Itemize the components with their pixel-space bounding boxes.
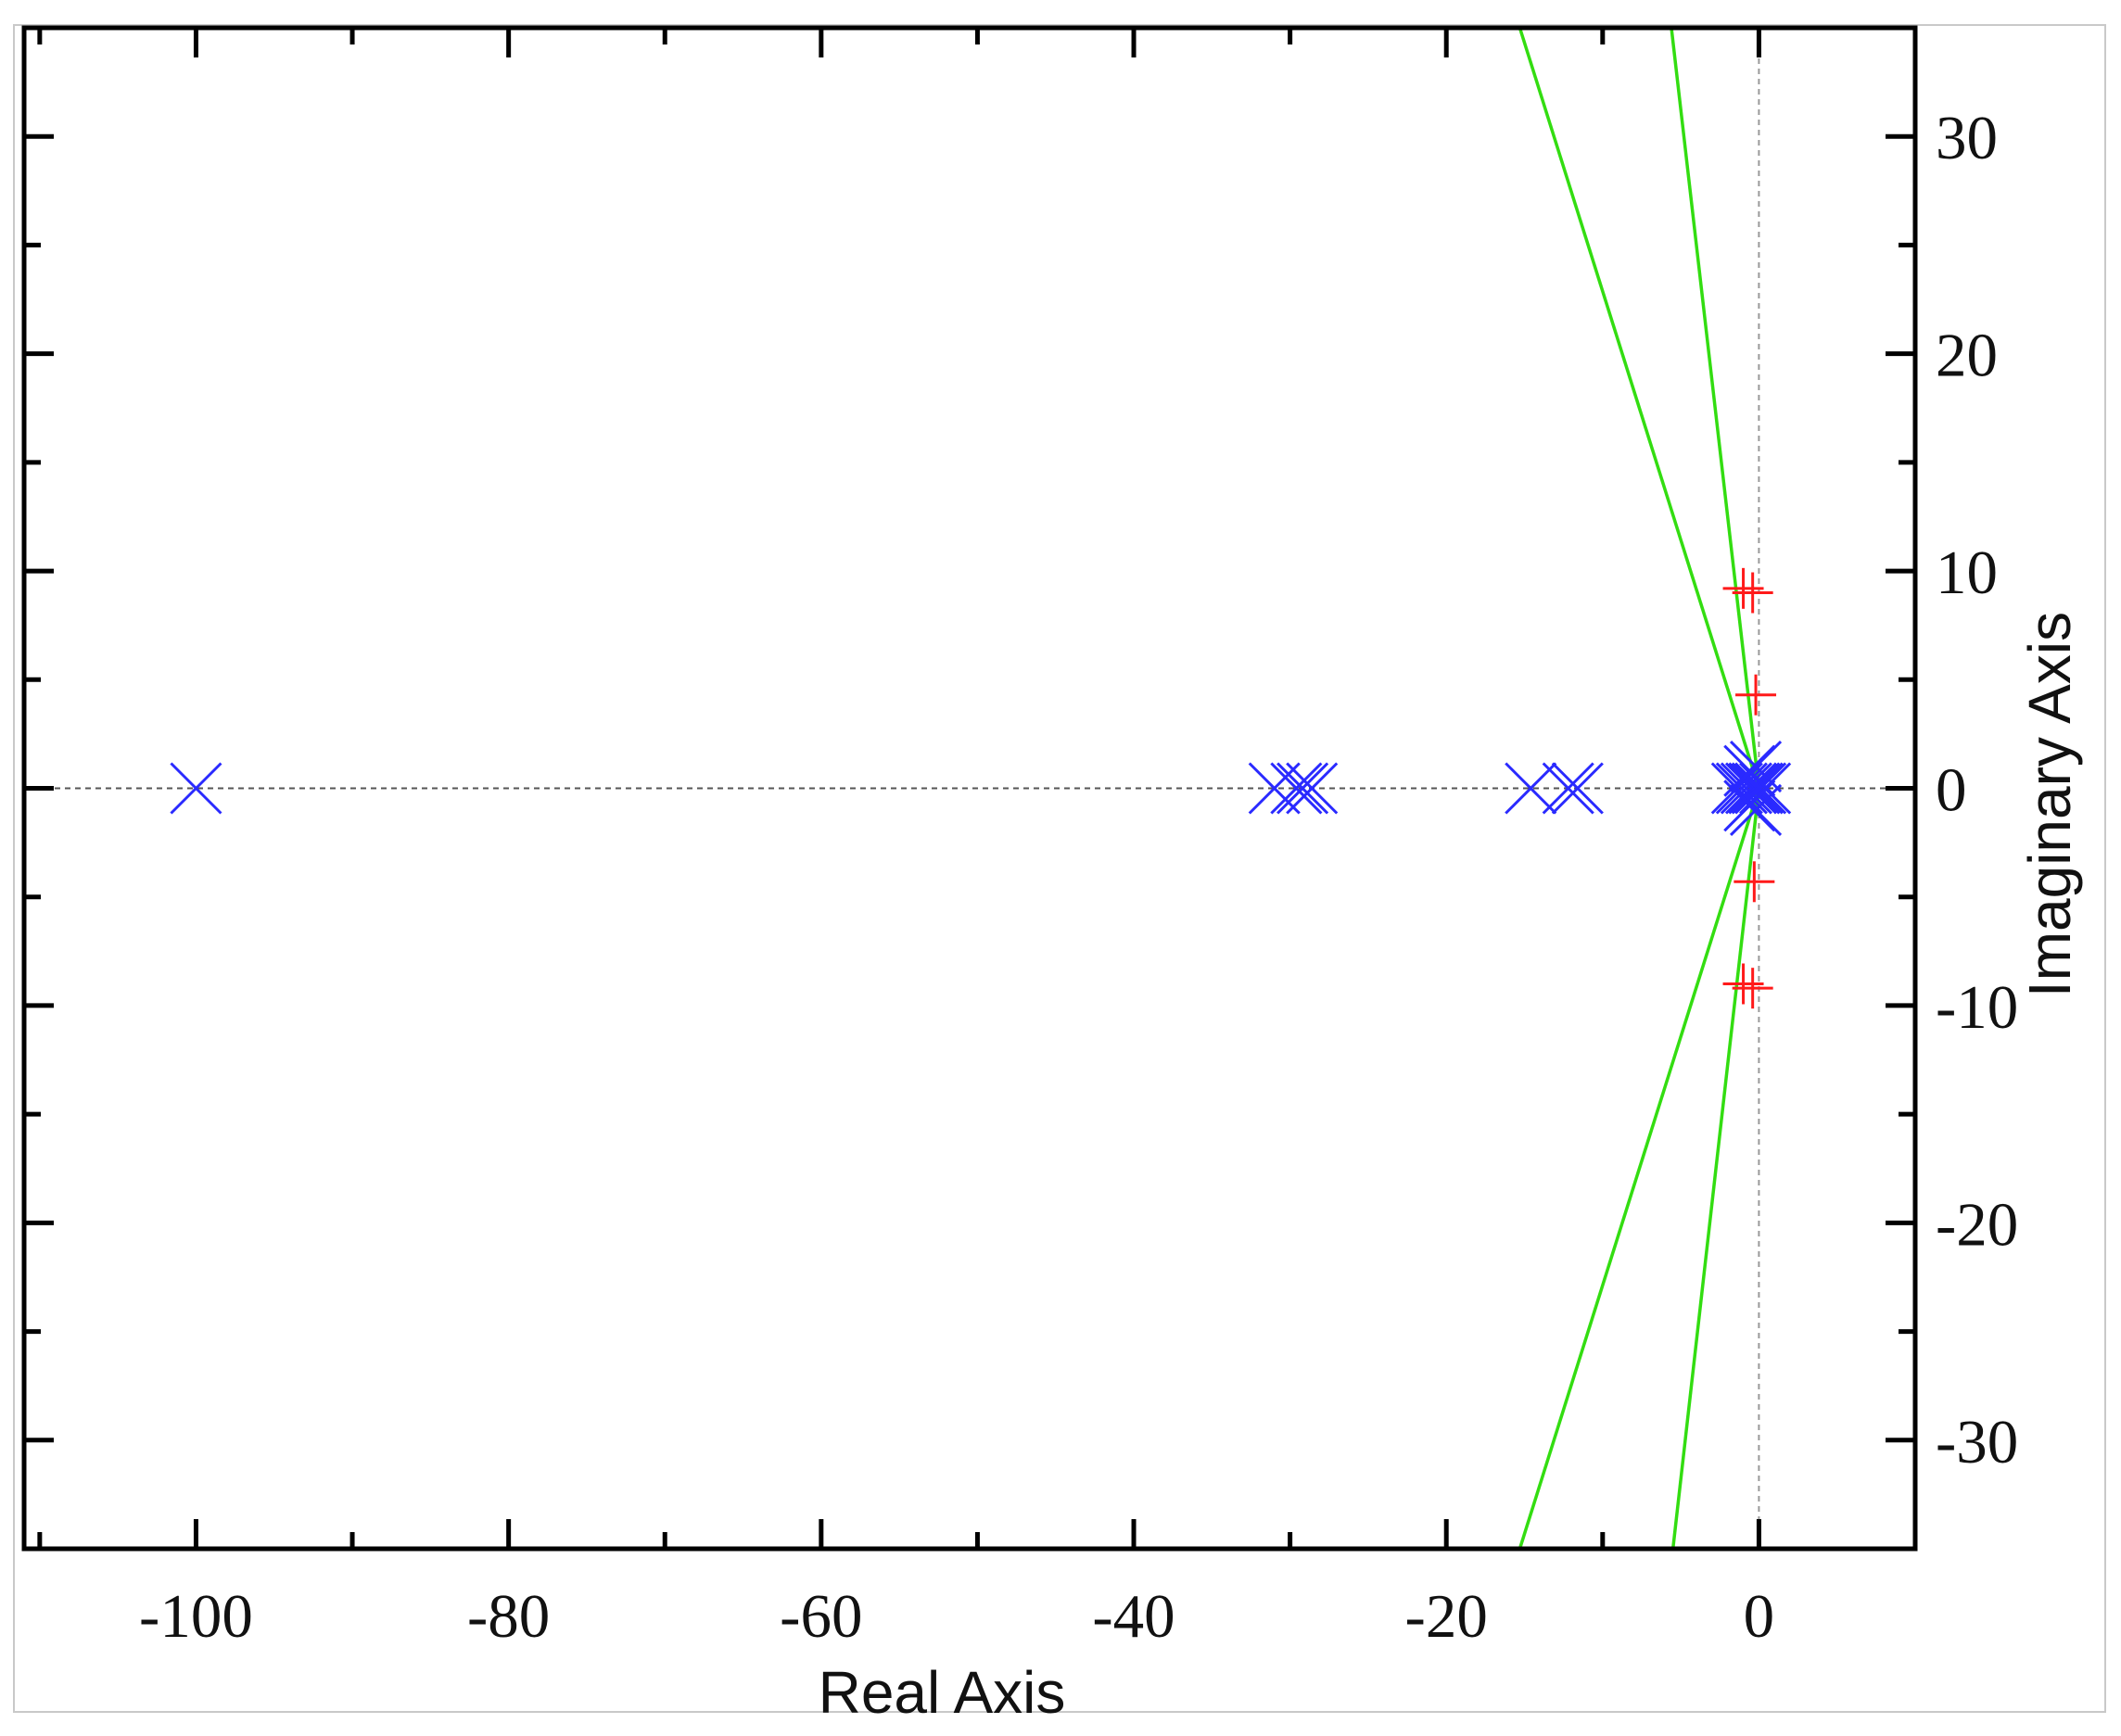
pole-marker [1731, 762, 1784, 815]
locus-line [1670, 788, 1761, 1550]
pole-marker [1710, 762, 1763, 815]
x-tick-label: -100 [139, 1582, 253, 1651]
locus-line [1518, 787, 1761, 1550]
y-tick-label: 10 [1936, 539, 1998, 607]
pole-zero-markers [170, 567, 1792, 1009]
x-tick-label: -40 [1092, 1582, 1175, 1651]
pole-marker [1715, 762, 1768, 815]
zero-marker [1732, 968, 1773, 1009]
y-tick-label: 20 [1936, 322, 1998, 390]
pole-marker [1734, 762, 1787, 815]
locus-line [1670, 27, 1761, 789]
zero-marker [1735, 674, 1777, 716]
x-tick-label: -80 [467, 1582, 550, 1651]
pole-marker [1551, 762, 1604, 815]
y-tick-label: 30 [1936, 104, 1998, 172]
locus-line [1518, 27, 1761, 790]
pole-marker [1724, 762, 1778, 815]
pole-marker [1505, 762, 1557, 815]
pole-marker [1729, 740, 1783, 793]
reference-lines [24, 28, 1915, 1549]
pole-marker [1270, 762, 1323, 815]
pole-marker [1728, 762, 1781, 815]
pole-marker [1720, 762, 1772, 815]
y-axis-title: Imaginary Axis [2016, 612, 2083, 997]
pole-marker [1286, 762, 1339, 815]
zero-marker [1732, 572, 1773, 614]
y-tick-label: 0 [1936, 756, 1967, 825]
y-tick-label: -30 [1936, 1408, 2018, 1476]
y-tick-label: -10 [1936, 973, 2018, 1042]
pole-marker [1248, 762, 1301, 815]
zero-marker [1734, 861, 1775, 903]
axis-ticks [24, 25, 1918, 1552]
y-tick-labels: 30 20 10 0 -10 -20 -30 [1936, 104, 2018, 1476]
zero-marker [1722, 567, 1764, 609]
pole-marker [1542, 762, 1594, 815]
pole-marker [1276, 762, 1329, 815]
x-tick-label: -20 [1405, 1582, 1488, 1651]
zero-marker [1722, 963, 1764, 1005]
x-tick-labels: -100 -80 -60 -40 -20 0 [139, 1582, 1774, 1651]
plot-area-border [21, 25, 1918, 1552]
pole-marker [170, 762, 222, 815]
locus-lines [1518, 27, 1761, 1550]
x-axis-title: Real Axis [819, 1659, 1066, 1726]
chart-frame [13, 24, 2106, 1713]
x-tick-label: 0 [1744, 1582, 1775, 1651]
y-tick-label: -20 [1936, 1190, 2018, 1259]
pole-marker [1729, 783, 1783, 837]
x-tick-label: -60 [780, 1582, 862, 1651]
